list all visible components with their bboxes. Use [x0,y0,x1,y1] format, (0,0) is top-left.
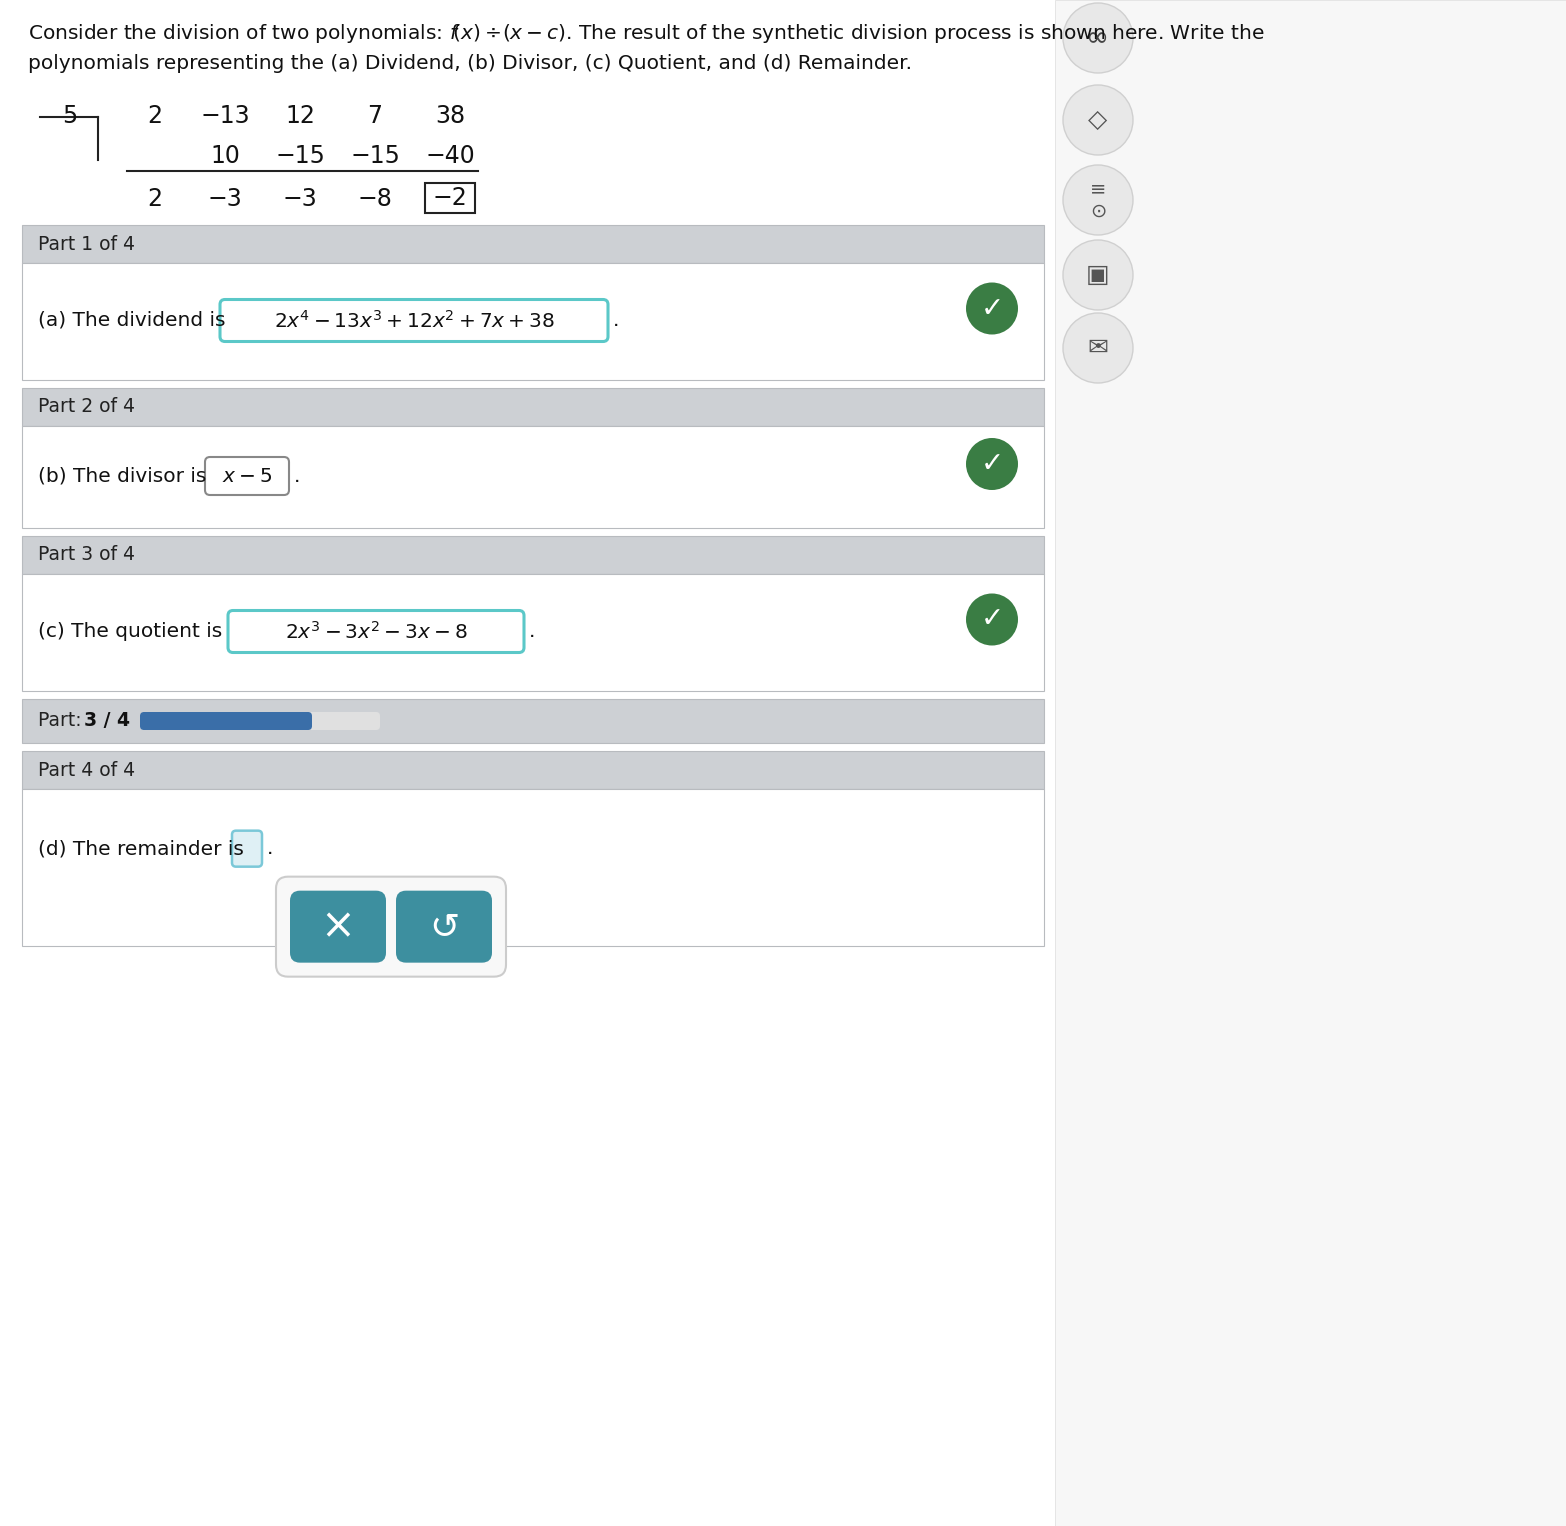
Text: 10: 10 [210,143,240,168]
Bar [22,751,1045,789]
Text: −8: −8 [357,188,393,211]
Text: .: . [294,467,301,485]
FancyBboxPatch shape [139,713,312,729]
Text: ▣: ▣ [1087,262,1110,287]
Text: −15: −15 [276,143,324,168]
Text: −13: −13 [200,104,251,128]
Text: Consider the division of two polynomials: $f\!\left(x\right)\div\!\left(x-c\righ: Consider the division of two polynomials… [28,21,1264,44]
FancyBboxPatch shape [232,830,262,867]
FancyBboxPatch shape [229,610,525,653]
FancyBboxPatch shape [396,891,492,963]
Text: (c) The quotient is: (c) The quotient is [38,623,229,641]
Bar [22,262,1045,380]
Bar [22,224,1045,262]
FancyBboxPatch shape [290,891,385,963]
Text: ◇: ◇ [1088,108,1107,133]
Text: ✓: ✓ [980,450,1004,478]
FancyBboxPatch shape [205,456,290,494]
Bar [22,536,1045,574]
Circle shape [1063,165,1132,235]
Text: ✓: ✓ [980,606,1004,633]
Text: ↺: ↺ [429,909,459,943]
Text: ∞: ∞ [1087,24,1110,52]
Text: −3: −3 [208,188,243,211]
Bar [22,426,1045,528]
Text: Part 4 of 4: Part 4 of 4 [38,760,135,780]
Text: 2: 2 [147,188,163,211]
Text: $2x^{3} - 3x^{2} - 3x - 8$: $2x^{3} - 3x^{2} - 3x - 8$ [285,621,467,642]
Text: 2: 2 [147,104,163,128]
Circle shape [966,438,1018,490]
Text: .: . [529,623,536,641]
Circle shape [966,594,1018,645]
Text: 3 / 4: 3 / 4 [85,711,130,731]
Text: ≡
⊙: ≡ ⊙ [1090,180,1106,220]
Text: ✓: ✓ [980,295,1004,322]
Text: −15: −15 [351,143,399,168]
Text: 12: 12 [285,104,315,128]
Text: (a) The dividend is: (a) The dividend is [38,311,232,330]
Bar [22,789,1045,946]
Bar [1055,0,1566,1526]
Text: Part 2 of 4: Part 2 of 4 [38,397,135,417]
Text: Part 1 of 4: Part 1 of 4 [38,235,135,253]
Circle shape [966,282,1018,334]
Text: ✉: ✉ [1087,336,1109,360]
Text: ×: × [321,905,355,948]
Text: −2: −2 [432,186,467,211]
Text: (b) The divisor is: (b) The divisor is [38,467,213,485]
Bar [22,699,1045,743]
Text: $2x^{4} - 13x^{3} + 12x^{2} + 7x + 38$: $2x^{4} - 13x^{3} + 12x^{2} + 7x + 38$ [274,310,554,331]
Text: −3: −3 [282,188,318,211]
Text: 38: 38 [435,104,465,128]
Text: (d) The remainder is: (d) The remainder is [38,839,251,858]
Text: −40: −40 [424,143,474,168]
Circle shape [1063,313,1132,383]
Text: 5: 5 [63,104,78,128]
Text: .: . [266,839,274,858]
Bar [22,388,1045,426]
FancyBboxPatch shape [219,299,608,342]
Circle shape [1063,85,1132,156]
Text: 7: 7 [368,104,382,128]
Text: Part:: Part: [38,711,88,731]
FancyBboxPatch shape [276,876,506,977]
Circle shape [1063,3,1132,73]
Text: Part 3 of 4: Part 3 of 4 [38,545,135,565]
Text: .: . [612,311,620,330]
Bar [424,183,474,214]
Text: $x - 5$: $x - 5$ [222,467,272,485]
Bar [22,574,1045,691]
Text: polynomials representing the (a) Dividend, (b) Divisor, (c) Quotient, and (d) Re: polynomials representing the (a) Dividen… [28,53,911,73]
Circle shape [1063,240,1132,310]
FancyBboxPatch shape [139,713,381,729]
